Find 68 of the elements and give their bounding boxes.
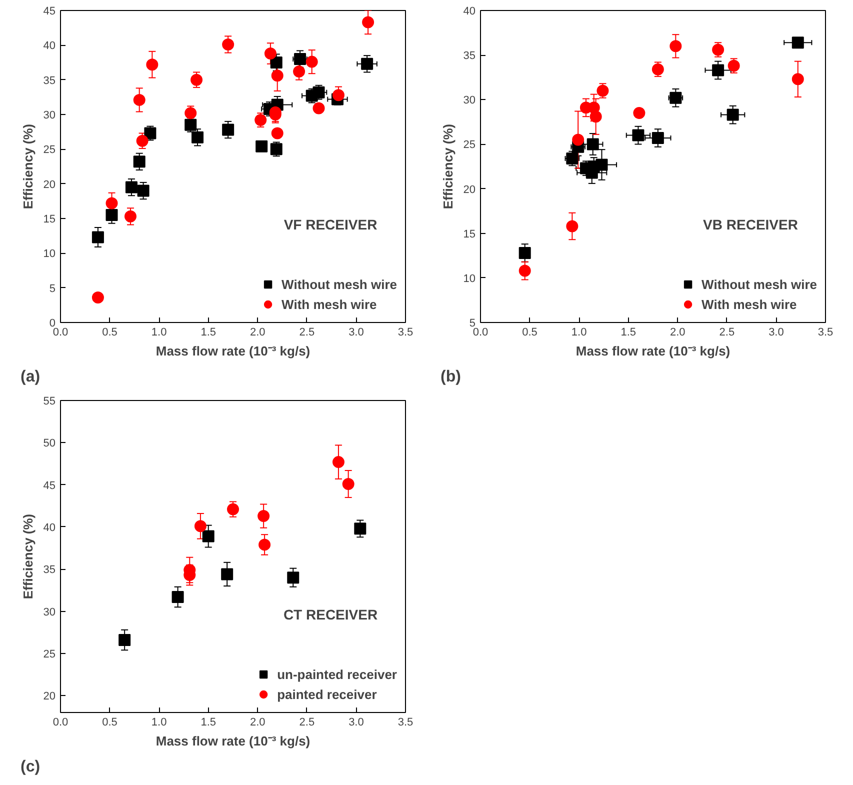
x-tick-label: 2.5 <box>299 326 315 338</box>
y-tick-label: 25 <box>43 648 56 660</box>
y-tick-label: 35 <box>43 564 56 576</box>
y-tick-label: 20 <box>463 184 476 196</box>
y-tick-label: 40 <box>43 40 56 52</box>
y-tick-label: 35 <box>43 74 56 87</box>
x-tick-label: 0.0 <box>472 326 488 338</box>
y-tick-label: 25 <box>463 139 476 152</box>
y-tick-label: 20 <box>43 178 56 191</box>
y-axis-title: Efficiency (%) <box>20 514 36 600</box>
legend-label: painted receiver <box>277 686 377 702</box>
y-tick-label: 45 <box>43 480 56 492</box>
x-tick-label: 1.0 <box>571 326 587 338</box>
text: (c) <box>20 758 40 776</box>
x-axis-title: Mass flow rate (10⁻³ kg/s) <box>576 344 730 358</box>
x-tick-label: 1.5 <box>620 326 636 338</box>
y-axis-title: Efficiency (%) <box>20 124 36 210</box>
x-tick-label: 3.0 <box>768 326 784 338</box>
x-tick-label: 3.0 <box>348 716 364 728</box>
x-tick-label: 3.0 <box>348 326 364 338</box>
y-tick-label: 45 <box>43 6 56 18</box>
x-tick-label: 2.5 <box>299 716 315 728</box>
y-tick-label: 20 <box>43 690 56 703</box>
text: VB RECEIVER <box>703 216 798 232</box>
x-tick-label: 2.0 <box>250 326 266 338</box>
x-axis-title: Mass flow rate (10⁻³ kg/s) <box>156 734 310 748</box>
legend-label: With mesh wire <box>282 296 377 312</box>
x-tick-label: 0.5 <box>522 326 538 338</box>
x-tick-label: 1.5 <box>200 716 216 728</box>
x-tick-label: 3.5 <box>818 326 834 338</box>
y-tick-label: 30 <box>43 606 56 618</box>
x-tick-label: 3.5 <box>398 716 414 728</box>
x-tick-label: 2.0 <box>250 716 266 728</box>
legend-label: Without mesh wire <box>702 276 817 292</box>
x-tick-label: 0.0 <box>52 716 68 728</box>
x-tick-label: 2.0 <box>670 326 686 338</box>
x-tick-label: 1.0 <box>151 716 167 728</box>
legend-label: With mesh wire <box>702 296 797 312</box>
text: (b) <box>440 368 461 386</box>
x-axis-title: Mass flow rate (10⁻³ kg/s) <box>156 344 310 358</box>
legend-label: un-painted receiver <box>277 666 397 682</box>
y-tick-label: 10 <box>43 248 56 260</box>
y-tick-label: 15 <box>463 228 476 240</box>
y-tick-label: 55 <box>43 396 56 408</box>
y-tick-label: 15 <box>43 214 56 226</box>
x-tick-label: 0.5 <box>102 326 118 338</box>
y-tick-label: 35 <box>463 50 476 62</box>
y-axis-title: Efficiency (%) <box>440 124 456 210</box>
y-tick-label: 40 <box>43 522 56 534</box>
text: (a) <box>20 368 40 386</box>
x-tick-label: 0.0 <box>52 326 68 338</box>
y-tick-label: 30 <box>43 110 56 122</box>
text: CT RECEIVER <box>283 606 378 622</box>
x-tick-label: 1.5 <box>200 326 216 338</box>
y-tick-label: 5 <box>469 318 476 330</box>
y-tick-label: 25 <box>43 144 56 156</box>
y-tick-label: 40 <box>463 6 476 18</box>
legend-label: Without mesh wire <box>282 276 397 292</box>
x-tick-label: 0.5 <box>102 716 118 728</box>
y-tick-label: 0 <box>49 318 56 330</box>
text: VF RECEIVER <box>284 216 378 232</box>
x-tick-label: 2.5 <box>719 326 735 338</box>
x-tick-label: 3.5 <box>398 326 414 338</box>
y-tick-label: 30 <box>463 94 476 107</box>
y-tick-label: 10 <box>463 272 476 285</box>
y-tick-label: 50 <box>43 438 56 450</box>
y-tick-label: 5 <box>49 282 56 295</box>
x-tick-label: 1.0 <box>151 326 167 338</box>
